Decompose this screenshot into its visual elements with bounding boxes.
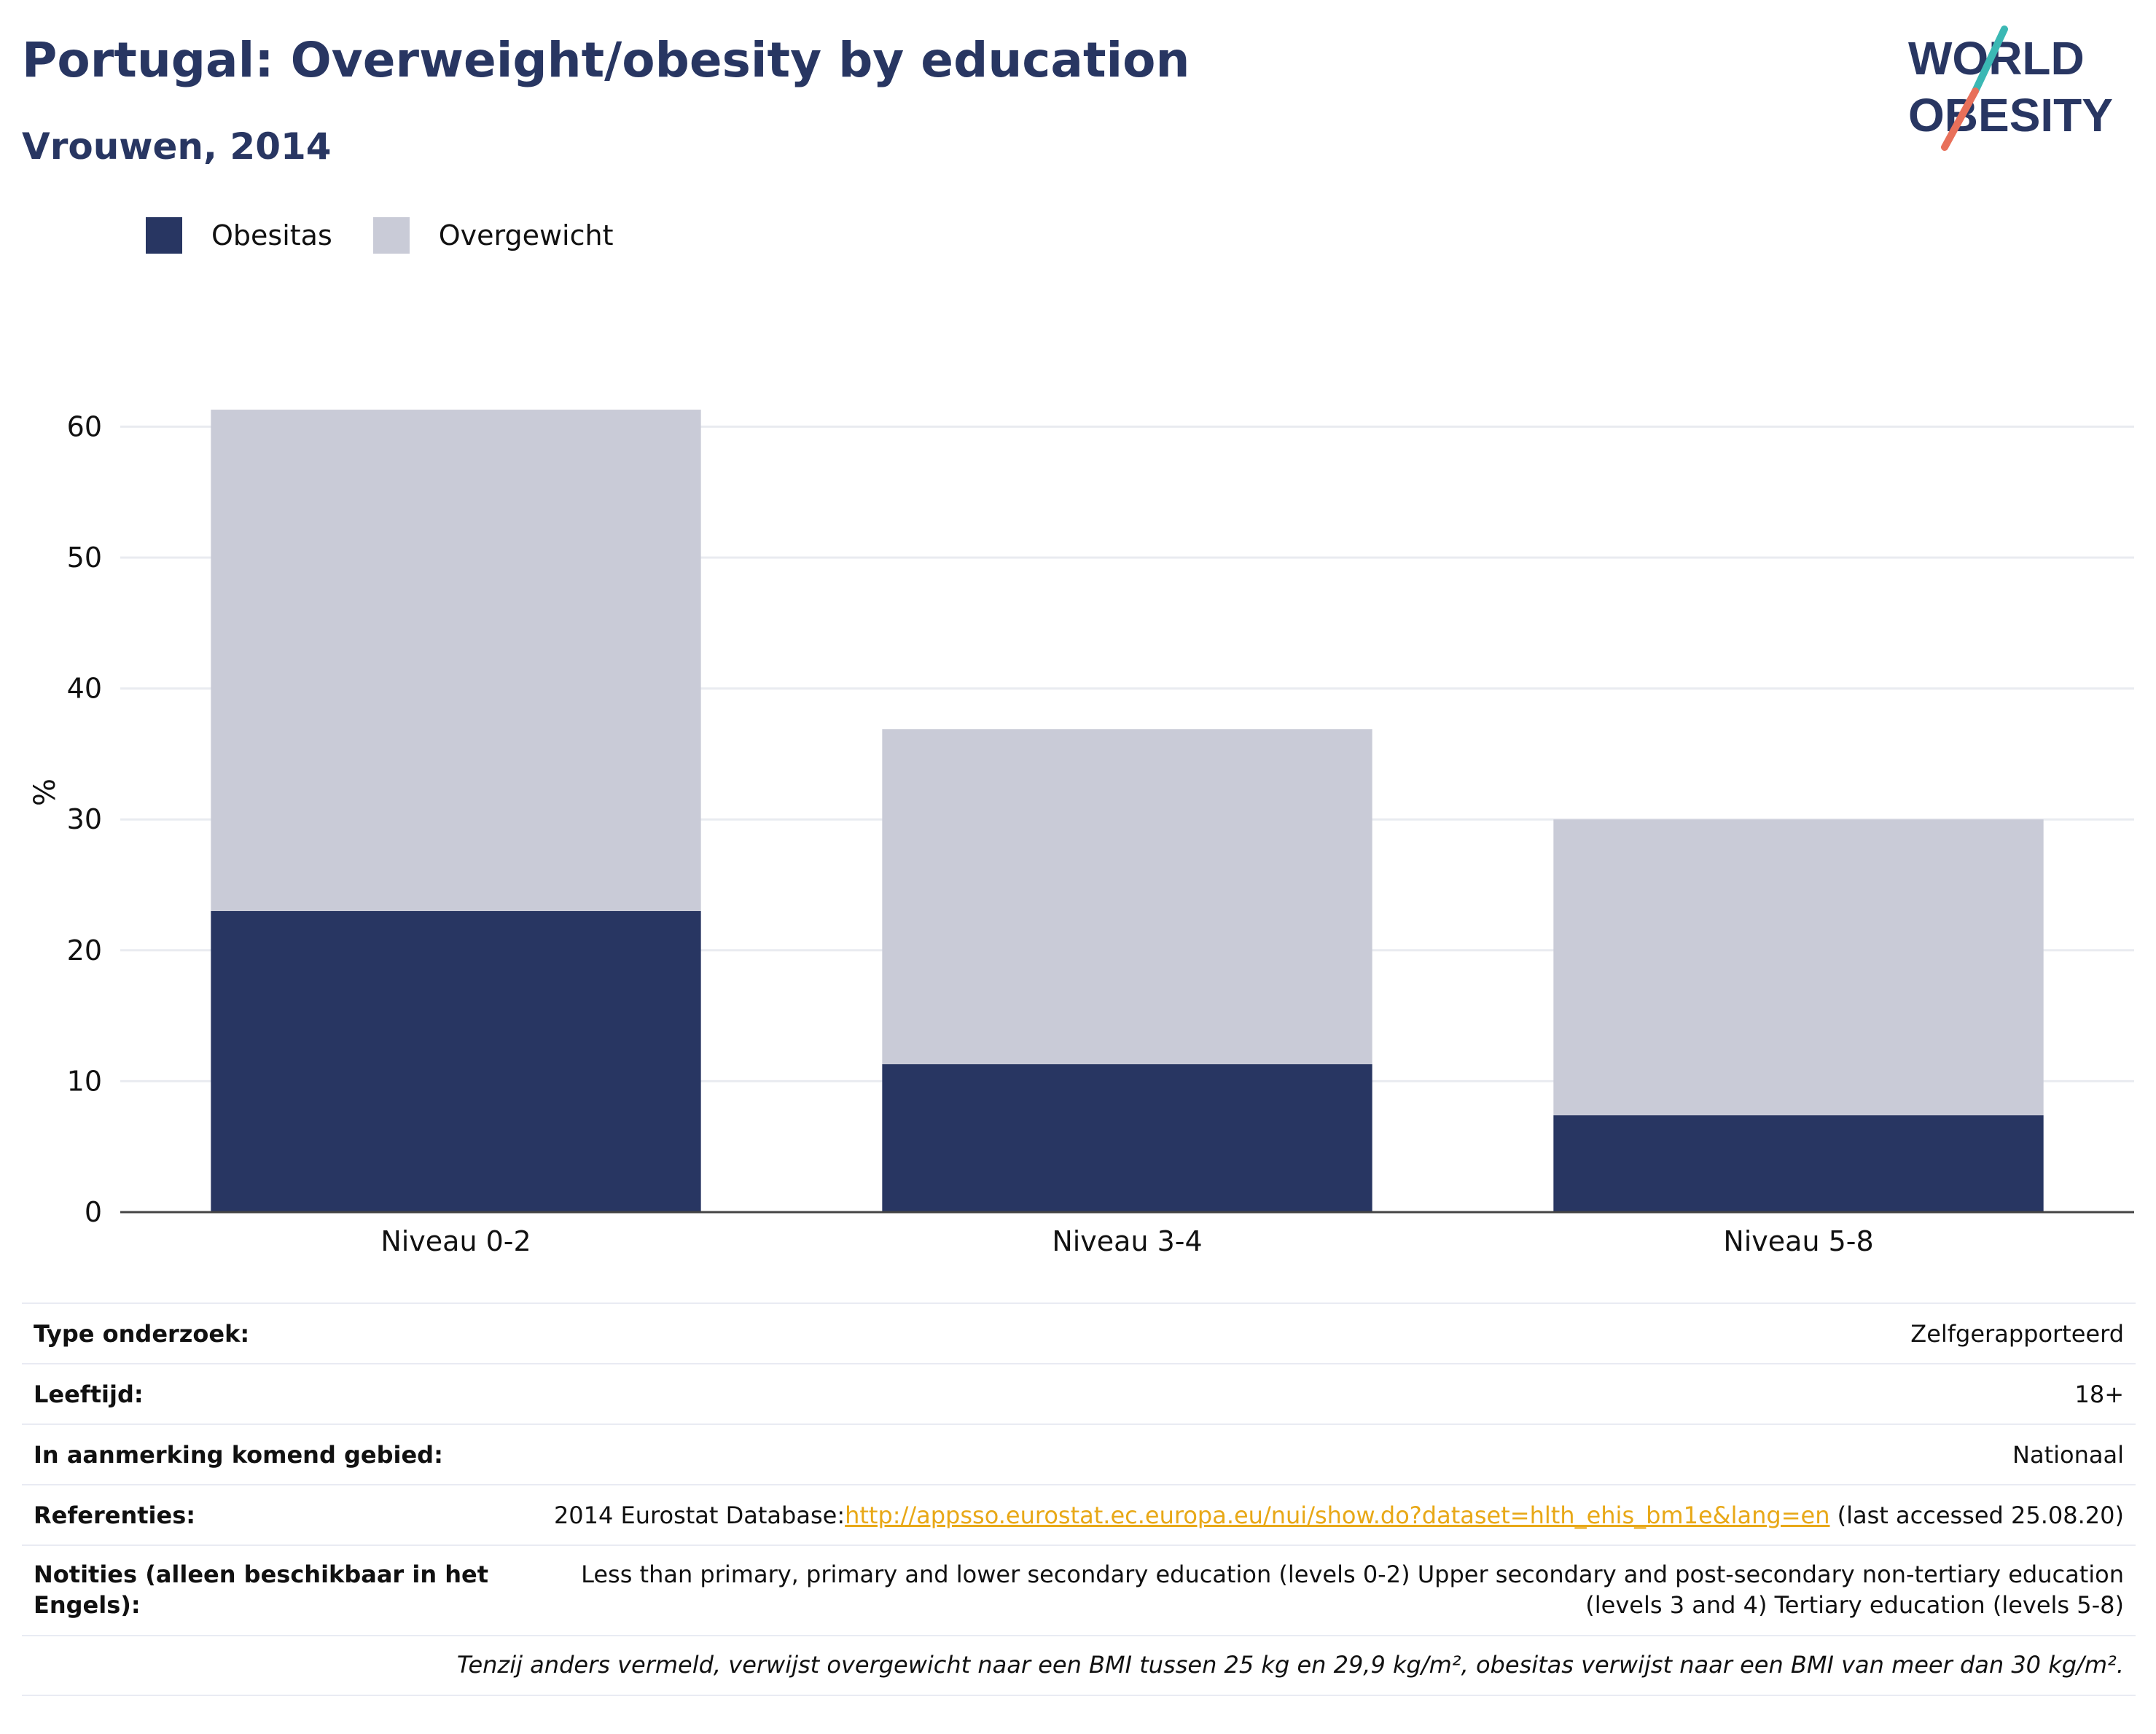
meta-row-footnote: Tenzij anders vermeld, verwijst overgewi… (22, 1636, 2136, 1696)
y-tick-label: 40 (67, 673, 102, 705)
y-tick-label: 60 (67, 410, 102, 442)
legend-item-obesitas[interactable]: Obesitas (146, 217, 332, 254)
x-tick-label: Niveau 3-4 (1052, 1225, 1202, 1257)
footnote: Tenzij anders vermeld, verwijst overgewi… (456, 1651, 2124, 1679)
legend: Obesitas Overgewicht (146, 217, 655, 254)
bar-obesitas-3[interactable] (1553, 1115, 2044, 1212)
reference-prefix: 2014 Eurostat Database: (553, 1501, 845, 1529)
meta-value-area: Nationaal (2012, 1441, 2124, 1469)
y-tick-label: 30 (67, 803, 102, 835)
chart-subtitle: Vrouwen, 2014 (22, 125, 332, 168)
y-tick-labels: 0 10 20 30 40 50 60 (67, 410, 102, 1228)
meta-label-area: In aanmerking komend gebied: (34, 1441, 443, 1469)
legend-label-obesitas: Obesitas (211, 219, 332, 251)
meta-row-notes: Notities (alleen beschikbaar in het Enge… (22, 1546, 2136, 1636)
meta-row-age: Leeftijd: 18+ (22, 1364, 2136, 1425)
y-tick-label: 20 (67, 934, 102, 966)
legend-swatch-obesitas (146, 217, 182, 254)
chart-title: Portugal: Overweight/obesity by educatio… (22, 32, 1190, 88)
bar-obesitas-1[interactable] (211, 910, 701, 1212)
meta-value-survey-type: Zelfgerapporteerd (1910, 1320, 2124, 1348)
meta-label-age: Leeftijd: (34, 1380, 144, 1408)
meta-label-notes: Notities (alleen beschikbaar in het Enge… (34, 1561, 489, 1619)
legend-label-overgewicht: Overgewicht (438, 219, 614, 251)
y-tick-label: 50 (67, 542, 102, 574)
y-tick-label: 10 (67, 1065, 102, 1097)
meta-value-age: 18+ (2074, 1380, 2124, 1408)
meta-row-references: Referenties: 2014 Eurostat Database:http… (22, 1485, 2136, 1546)
meta-row-survey-type: Type onderzoek: Zelfgerapporteerd (22, 1304, 2136, 1364)
logo-slash-bottom (1941, 87, 1979, 151)
meta-label-survey-type: Type onderzoek: (34, 1320, 250, 1348)
legend-swatch-overgewicht (372, 217, 410, 254)
logo-slash-top (1972, 26, 2008, 95)
x-tick-label: Niveau 5-8 (1723, 1225, 1873, 1257)
bar-overgewicht-1[interactable] (211, 410, 701, 911)
metadata-table: Type onderzoek: Zelfgerapporteerd Leefti… (22, 1303, 2136, 1696)
x-tick-labels: Niveau 0-2 Niveau 3-4 Niveau 5-8 (380, 1225, 1873, 1257)
legend-item-overgewicht[interactable]: Overgewicht (372, 217, 614, 254)
bar-overgewicht-3[interactable] (1553, 819, 2044, 1116)
reference-suffix: (last accessed 25.08.20) (1829, 1501, 2124, 1529)
y-axis-title: % (28, 778, 62, 806)
bar-obesitas-2[interactable] (882, 1064, 1372, 1212)
x-tick-label: Niveau 0-2 (380, 1225, 531, 1257)
meta-value-references: 2014 Eurostat Database:http://appsso.eur… (296, 1500, 2124, 1531)
world-obesity-logo: WORLD OBESITY (1908, 26, 2113, 151)
bars (211, 410, 2044, 1212)
y-tick-label: 0 (85, 1196, 102, 1228)
reference-link[interactable]: http://appsso.eurostat.ec.europa.eu/nui/… (845, 1501, 1830, 1529)
meta-value-notes: Less than primary, primary and lower sec… (581, 1561, 2124, 1619)
logo-line2: OBESITY (1908, 89, 2113, 141)
meta-label-references: Referenties: (34, 1501, 196, 1529)
meta-row-area: In aanmerking komend gebied: Nationaal (22, 1425, 2136, 1485)
bar-overgewicht-2[interactable] (882, 729, 1372, 1065)
